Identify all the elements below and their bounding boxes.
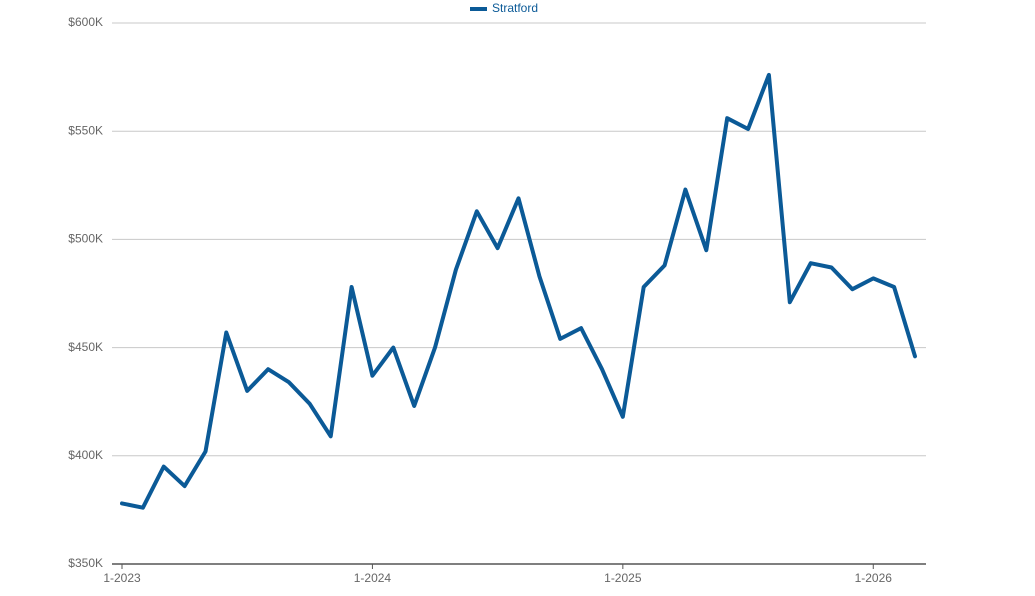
x-tick-label: 1-2026 — [855, 571, 893, 585]
y-tick-label: $400K — [68, 448, 103, 462]
legend-label: Stratford — [492, 1, 538, 15]
y-tick-label: $550K — [68, 123, 103, 137]
x-tick-label: 1-2024 — [354, 571, 392, 585]
y-tick-label: $600K — [68, 15, 103, 29]
y-tick-label: $350K — [68, 556, 103, 570]
y-tick-label: $450K — [68, 340, 103, 354]
y-tick-label: $500K — [68, 232, 103, 246]
legend-swatch — [470, 7, 487, 11]
x-tick-label: 1-2025 — [604, 571, 642, 585]
line — [120, 72, 917, 510]
x-tick-label: 1-2023 — [103, 571, 141, 585]
